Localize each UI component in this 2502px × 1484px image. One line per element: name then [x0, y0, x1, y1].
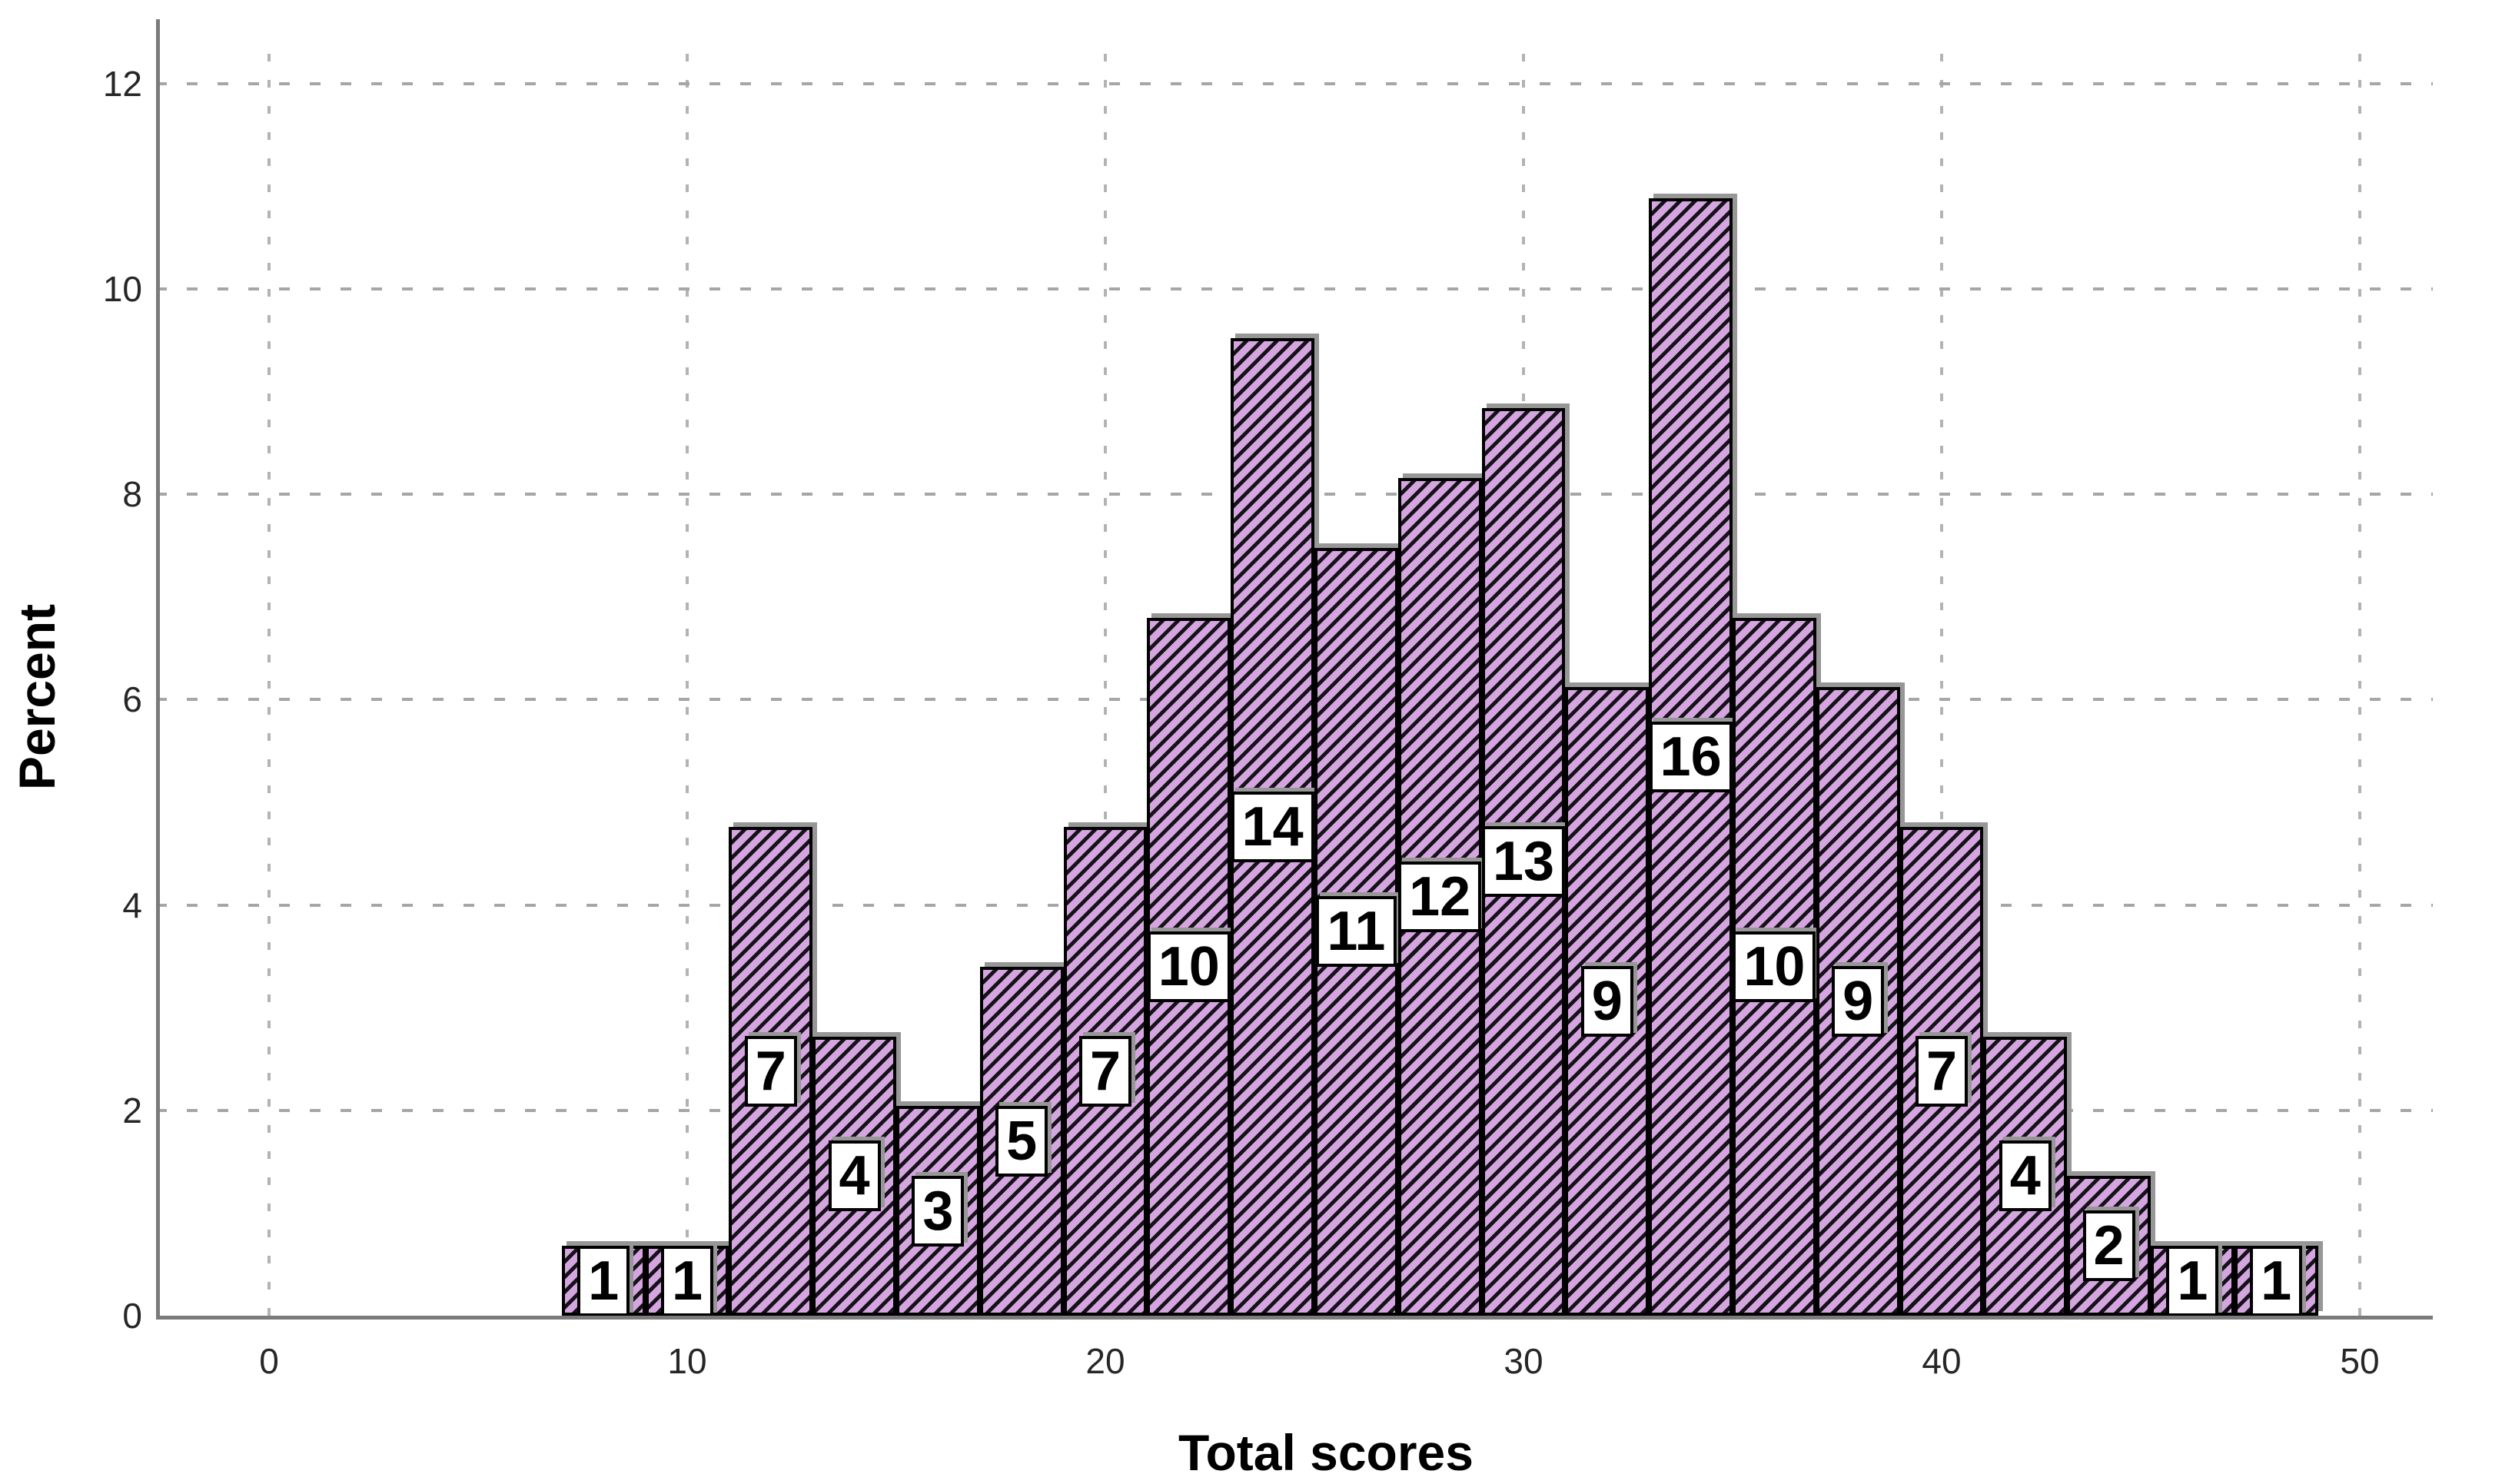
x-tick-label: 30	[1504, 1341, 1543, 1381]
gridline-horizontal	[156, 287, 2433, 290]
y-tick-label: 0	[122, 1296, 142, 1336]
bar-count-label: 1	[2166, 1245, 2219, 1316]
histogram-bar: 9	[1816, 687, 1900, 1316]
y-tick-label: 4	[122, 885, 142, 925]
bar-count-label: 3	[912, 1175, 965, 1247]
x-tick-label: 0	[259, 1341, 279, 1381]
bar-count-label: 14	[1231, 792, 1314, 863]
bar-count-label: 1	[577, 1245, 630, 1316]
histogram-bar: 1	[561, 1245, 646, 1316]
histogram-bar: 10	[1147, 617, 1231, 1316]
histogram-bar: 7	[1899, 827, 1984, 1316]
histogram-bar: 5	[979, 966, 1064, 1316]
x-tick-label: 50	[2340, 1341, 2380, 1381]
histogram-bar: 9	[1565, 687, 1650, 1316]
bar-count-label: 1	[2250, 1245, 2303, 1316]
y-axis-title: Percent	[8, 603, 65, 791]
histogram-bar: 1	[2234, 1245, 2318, 1316]
histogram-bar: 14	[1231, 338, 1314, 1316]
histogram-bar: 4	[812, 1036, 896, 1316]
y-tick-label: 12	[102, 63, 142, 104]
bar-count-label: 9	[1580, 966, 1633, 1037]
y-tick-label: 6	[122, 679, 142, 720]
histogram-bar: 3	[896, 1106, 980, 1316]
bar-count-label: 4	[1999, 1140, 2052, 1212]
histogram-bar: 11	[1314, 547, 1398, 1316]
gridline-vertical	[686, 54, 689, 1316]
bar-count-label: 10	[1147, 931, 1231, 1002]
x-tick-label: 10	[667, 1341, 707, 1381]
gridline-vertical	[1940, 54, 1943, 1316]
x-axis-title: Total scores	[1178, 1424, 1474, 1481]
x-tick-label: 40	[1922, 1341, 1962, 1381]
gridline-vertical	[2358, 54, 2361, 1316]
histogram-bar: 12	[1397, 477, 1482, 1316]
histogram-bar: 7	[1063, 827, 1148, 1316]
gridline-horizontal	[156, 81, 2433, 85]
bar-count-label: 7	[1078, 1036, 1132, 1107]
gridline-vertical	[1104, 54, 1107, 1316]
x-axis-line	[156, 1316, 2433, 1320]
bar-count-label: 7	[1915, 1036, 1969, 1107]
histogram-bar: 4	[1983, 1036, 2068, 1316]
histogram-bar: 16	[1649, 198, 1733, 1316]
histogram-bar: 2	[2067, 1176, 2151, 1316]
bar-count-label: 9	[1832, 966, 1885, 1037]
y-tick-label: 8	[122, 474, 142, 515]
histogram-bar: 1	[2151, 1245, 2235, 1316]
bar-count-label: 4	[828, 1140, 881, 1212]
bar-count-label: 12	[1398, 861, 1482, 932]
x-tick-label: 20	[1085, 1341, 1125, 1381]
bar-count-label: 13	[1481, 826, 1566, 898]
bar-count-label: 2	[2082, 1210, 2135, 1282]
bar-count-label: 7	[744, 1036, 797, 1107]
bar-count-label: 16	[1649, 722, 1733, 793]
plot-area: 1 1 7 4 3 5 7 10 14 11 12 13 9 16 10 9 7 4 2 1 1	[156, 19, 2433, 1316]
bar-count-label: 11	[1316, 896, 1397, 968]
histogram-bar: 10	[1733, 617, 1816, 1316]
gridline-vertical	[267, 54, 271, 1316]
histogram-bar: 13	[1481, 407, 1566, 1316]
histogram-bar: 7	[729, 827, 813, 1316]
y-tick-label: 2	[122, 1090, 142, 1130]
bar-count-label: 5	[995, 1105, 1048, 1177]
y-tick-label: 10	[102, 269, 142, 309]
bar-count-label: 10	[1733, 931, 1816, 1002]
y-axis-line	[156, 19, 160, 1320]
histogram-bar: 1	[645, 1245, 729, 1316]
bar-count-label: 1	[660, 1245, 714, 1316]
